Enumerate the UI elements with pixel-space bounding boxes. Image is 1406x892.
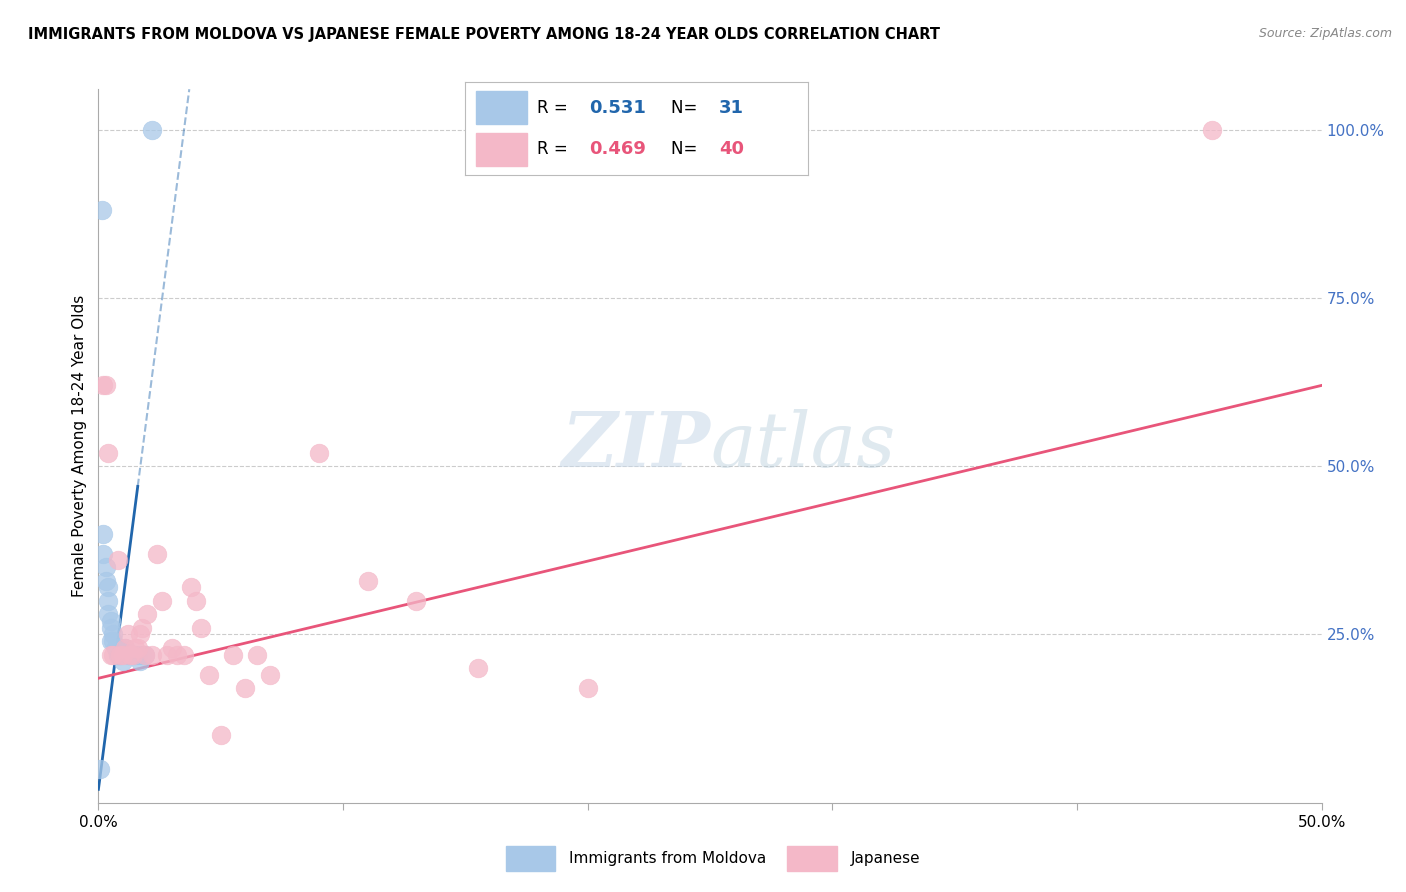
Point (190, 621, 212, 635)
Point (107, 648, 129, 662)
Point (91, 203, 114, 218)
Point (134, 648, 156, 662)
Point (100, 621, 122, 635)
Point (222, 648, 245, 662)
Text: Source: ZipAtlas.com: Source: ZipAtlas.com (1258, 27, 1392, 40)
Point (197, 668, 219, 682)
Point (97, 594, 120, 608)
Point (100, 614, 122, 628)
Point (405, 594, 427, 608)
Point (160, 640, 183, 655)
Point (97, 446, 120, 460)
Point (107, 648, 129, 662)
Point (97, 607, 120, 622)
Point (120, 648, 142, 662)
Point (120, 648, 142, 662)
Point (308, 446, 330, 460)
Point (117, 648, 139, 662)
Point (129, 655, 152, 669)
Text: ZIP: ZIP (561, 409, 710, 483)
Bar (787, 847, 837, 871)
Point (91, 547, 114, 561)
Point (114, 640, 136, 655)
Point (94, 378, 117, 392)
Point (94, 574, 117, 588)
Point (150, 594, 173, 608)
Point (186, 594, 208, 608)
Point (467, 661, 489, 675)
Point (209, 729, 232, 743)
Point (136, 607, 159, 622)
Point (121, 648, 143, 662)
Text: IMMIGRANTS FROM MOLDOVA VS JAPANESE FEMALE POVERTY AMONG 18-24 YEAR OLDS CORRELA: IMMIGRANTS FROM MOLDOVA VS JAPANESE FEMA… (28, 27, 941, 42)
Point (141, 648, 163, 662)
Point (101, 648, 124, 662)
Point (110, 640, 132, 655)
Text: Japanese: Japanese (851, 851, 921, 866)
Point (121, 648, 143, 662)
Point (576, 681, 599, 696)
Point (101, 634, 124, 648)
Point (111, 648, 134, 662)
Point (100, 648, 122, 662)
Point (146, 547, 169, 561)
Point (259, 668, 281, 682)
Bar (506, 847, 555, 871)
Point (91, 378, 114, 392)
Point (129, 627, 152, 641)
Point (97, 580, 120, 594)
Point (156, 648, 179, 662)
Point (124, 648, 146, 662)
Point (1201, 122, 1223, 136)
Point (89, 762, 111, 776)
Point (131, 648, 153, 662)
Text: Immigrants from Moldova: Immigrants from Moldova (569, 851, 766, 866)
Point (110, 648, 132, 662)
Point (101, 627, 124, 641)
Point (180, 580, 202, 594)
Point (94, 560, 117, 574)
Point (127, 648, 149, 662)
Point (100, 634, 122, 648)
Point (104, 640, 127, 655)
Point (117, 627, 139, 641)
Point (124, 640, 146, 655)
Point (173, 648, 195, 662)
Point (356, 574, 378, 588)
Point (127, 640, 149, 655)
Point (104, 640, 127, 655)
Point (107, 553, 129, 567)
Point (246, 648, 269, 662)
Point (111, 655, 134, 669)
Point (114, 640, 136, 655)
Point (110, 648, 132, 662)
Y-axis label: Female Poverty Among 18-24 Year Olds: Female Poverty Among 18-24 Year Olds (72, 295, 87, 597)
Point (131, 621, 153, 635)
Text: atlas: atlas (710, 409, 896, 483)
Point (233, 681, 256, 696)
Point (166, 648, 188, 662)
Point (141, 122, 163, 136)
Point (134, 648, 156, 662)
Point (91, 526, 114, 541)
